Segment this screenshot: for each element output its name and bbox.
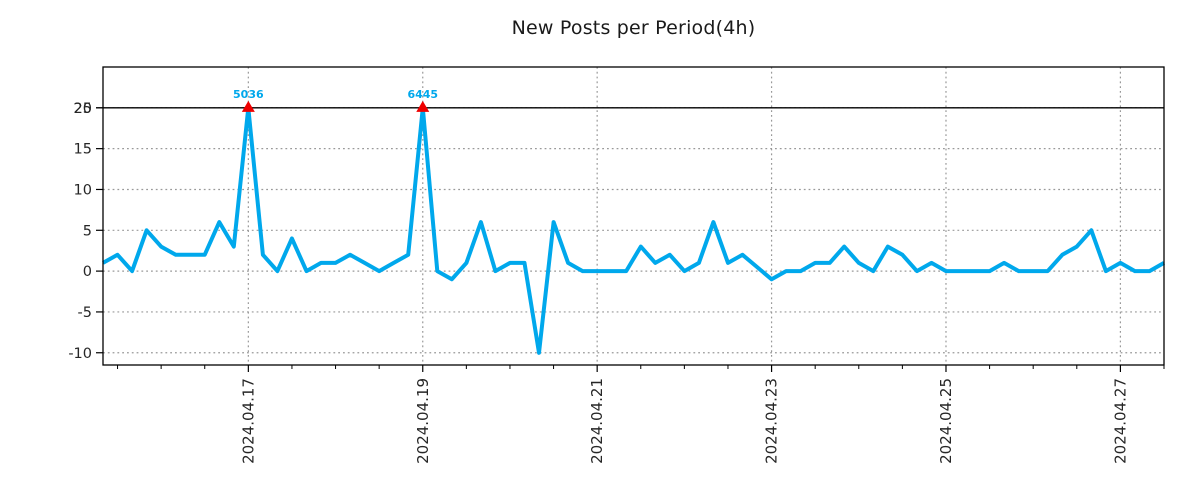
y-tick-label: 10 [74, 182, 92, 198]
x-tick-label: 2024.04.17 [239, 378, 257, 464]
peak-label: 6445 [407, 88, 438, 101]
y-tick-label: 15 [74, 142, 92, 158]
peak-marker [241, 100, 255, 112]
x-tick-label: 2024.04.19 [414, 378, 432, 464]
series-line [102, 105, 1165, 355]
x-tick-label: 2024.04.21 [588, 378, 606, 464]
peak-label: 5036 [233, 88, 264, 101]
y-tick-label: -10 [68, 346, 92, 362]
axis-frame [102, 66, 1165, 366]
y-tick-label: 5 [83, 223, 92, 239]
y-tick-label: -5 [78, 305, 92, 321]
y-tick-label: 20 [74, 101, 92, 117]
y-tick-label: 25 [74, 101, 92, 117]
y-tick-label: 0 [83, 264, 92, 280]
x-tick-label: 2024.04.25 [937, 378, 955, 464]
chart-title: New Posts per Period(4h) [511, 17, 756, 39]
x-tick-label: 2024.04.23 [763, 378, 781, 464]
peak-marker [416, 100, 430, 112]
x-tick-label: 2024.04.27 [1111, 378, 1129, 464]
